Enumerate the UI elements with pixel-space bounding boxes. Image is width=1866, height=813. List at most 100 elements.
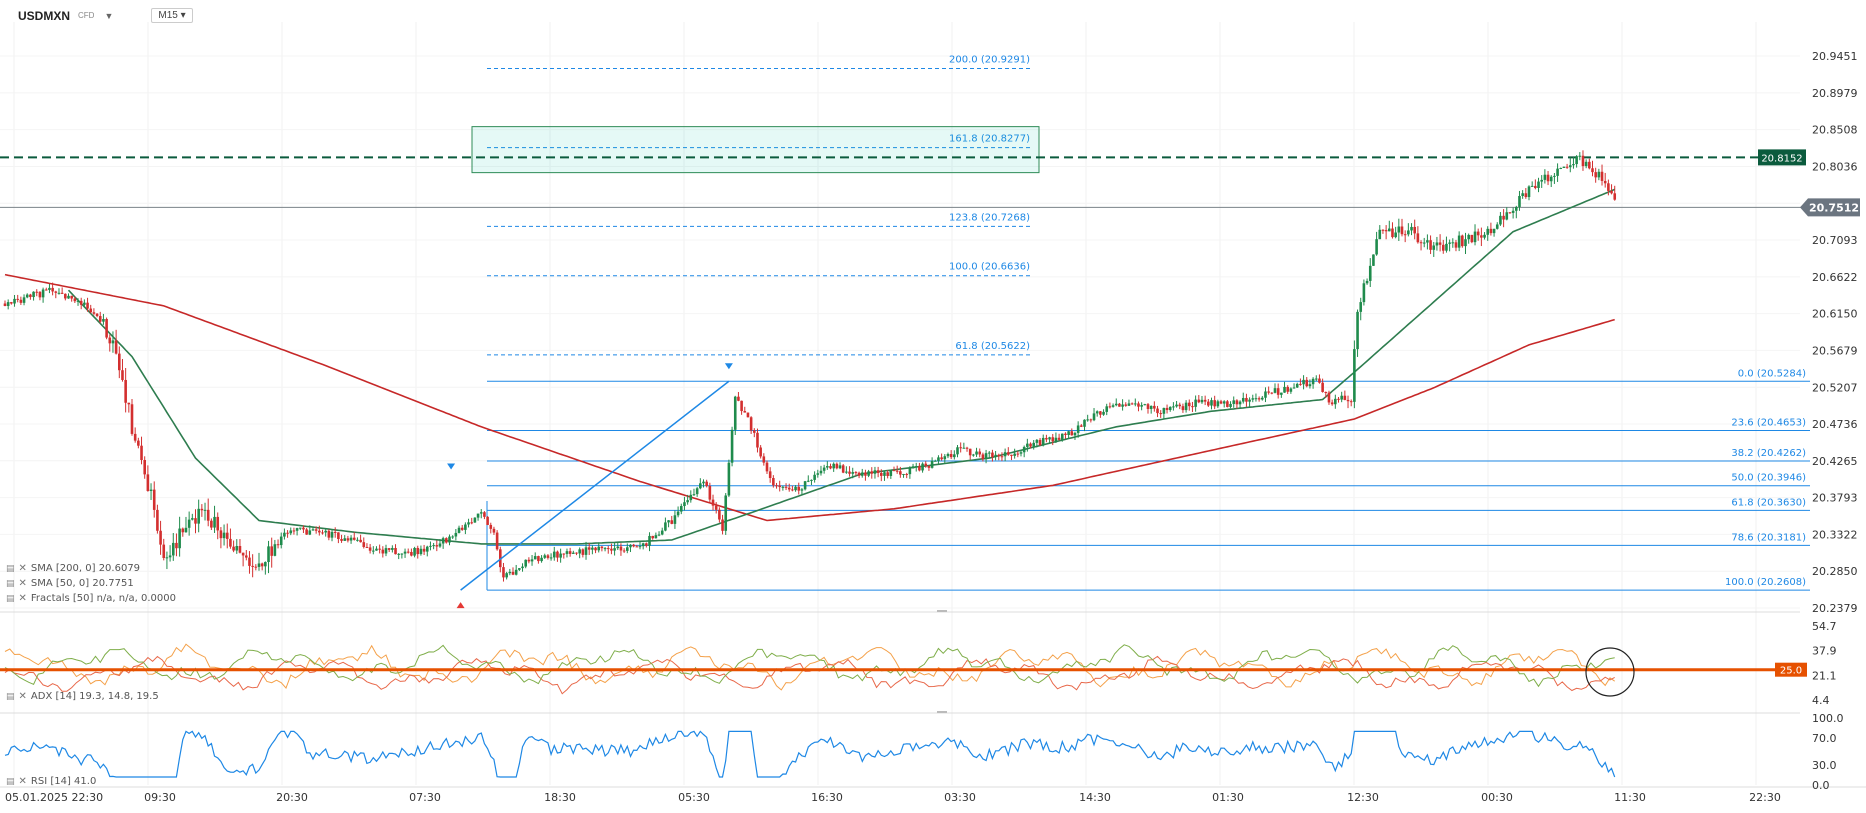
candle-body — [321, 532, 324, 534]
candle-body — [886, 472, 889, 476]
legend-sma50: ▤ ✕ SMA [50, 0] 20.7751 — [6, 578, 134, 589]
candle-body — [1518, 196, 1521, 207]
candle-body — [1378, 229, 1382, 240]
candle-body — [902, 474, 905, 476]
indicator-settings-icon[interactable]: ▤ — [6, 776, 15, 787]
candle-body — [146, 474, 150, 491]
candle-body — [908, 468, 912, 475]
candle-body — [673, 515, 677, 524]
candle-body — [22, 297, 26, 303]
candle-body — [1562, 166, 1566, 168]
candle-body — [1092, 413, 1096, 421]
candle-body — [1064, 433, 1067, 435]
candle-body — [489, 524, 493, 529]
candle-body — [1213, 400, 1216, 407]
candle-body — [1099, 411, 1102, 415]
candle-body — [1559, 167, 1563, 169]
candle-body — [464, 524, 467, 530]
fib-retracement-label: 100.0 (20.2608) — [1725, 577, 1806, 588]
candle-body — [1413, 226, 1416, 234]
candle-body — [787, 487, 791, 490]
timeframe-selector[interactable]: M15 ▾ — [151, 8, 193, 23]
candle-body — [873, 470, 877, 474]
candle-body — [476, 513, 480, 518]
candle-body — [1346, 399, 1350, 402]
candle-body — [467, 522, 470, 525]
candle-body — [1194, 399, 1197, 407]
candle-body — [318, 530, 321, 533]
candle-body — [622, 550, 626, 552]
candle-body — [1565, 166, 1569, 168]
candle-body — [6, 302, 10, 306]
price-tick-label: 20.7093 — [1812, 234, 1858, 247]
candle-body — [587, 547, 591, 550]
time-tick-label: 16:30 — [811, 791, 843, 804]
candle-body — [1162, 407, 1166, 414]
time-tick-label: 03:30 — [944, 791, 976, 804]
candle-body — [1245, 397, 1248, 402]
candle-body — [889, 469, 893, 476]
remove-indicator-close-icon[interactable]: ✕ — [18, 578, 27, 589]
candle-body — [381, 549, 385, 554]
candle-body — [314, 529, 318, 531]
candle-body — [1270, 392, 1274, 394]
candle-body — [149, 489, 153, 491]
symbol-name[interactable]: USDMXN — [18, 8, 71, 23]
time-tick-label: 00:30 — [1481, 791, 1513, 804]
candle-body — [1302, 379, 1305, 385]
remove-indicator-close-icon[interactable]: ✕ — [18, 691, 27, 702]
candle-body — [79, 300, 83, 305]
candles — [3, 150, 1617, 582]
candle-body — [1235, 400, 1239, 405]
candle-body — [13, 298, 16, 304]
candle-body — [575, 552, 578, 554]
candle-body — [543, 555, 547, 558]
candle-body — [1407, 230, 1410, 235]
candle-body — [175, 542, 178, 549]
fib-retracement-label: 0.0 (20.5284) — [1738, 368, 1806, 379]
candle-body — [635, 546, 639, 548]
indicator-settings-icon[interactable]: ▤ — [6, 593, 15, 604]
candle-body — [1422, 242, 1426, 244]
candle-body — [422, 548, 426, 552]
remove-indicator-close-icon[interactable]: ✕ — [18, 593, 27, 604]
candle-body — [1016, 453, 1020, 455]
candle-body — [838, 465, 842, 469]
price-tick-label: 20.9451 — [1812, 50, 1858, 63]
candle-body — [765, 462, 769, 472]
candle-body — [486, 516, 489, 525]
sma50-label: SMA [50, 0] 20.7751 — [30, 578, 134, 589]
candle-body — [1486, 228, 1490, 235]
candle-body — [1511, 210, 1515, 213]
indicator-settings-icon[interactable]: ▤ — [6, 578, 15, 589]
symbol-type: CFD — [78, 11, 95, 20]
candle-body — [222, 532, 226, 539]
candle-body — [679, 506, 683, 512]
candle-body — [346, 538, 350, 541]
candle-body — [1483, 234, 1486, 238]
remove-indicator-close-icon[interactable]: ✕ — [18, 563, 27, 574]
candle-body — [730, 429, 734, 463]
candle-body — [857, 472, 861, 476]
candle-body — [797, 486, 801, 491]
candle-body — [168, 555, 172, 558]
candle-body — [1010, 454, 1013, 456]
candle-body — [1226, 401, 1229, 407]
candle-body — [1165, 407, 1169, 411]
candle-body — [460, 527, 464, 530]
candle-body — [1534, 185, 1537, 189]
indicator-settings-icon[interactable]: ▤ — [6, 691, 15, 702]
candle-body — [1080, 425, 1083, 427]
candle-body — [1026, 443, 1029, 447]
candle-body — [54, 291, 58, 293]
remove-indicator-close-icon[interactable]: ✕ — [18, 776, 27, 787]
candle-body — [502, 567, 505, 578]
candle-body — [1130, 403, 1134, 405]
candle-body — [1111, 405, 1115, 407]
indicator-settings-icon[interactable]: ▤ — [6, 563, 15, 574]
candle-body — [1454, 242, 1458, 248]
candle-body — [1229, 403, 1232, 407]
candle-body — [918, 466, 921, 471]
symbol-dropdown-chevron-down-icon[interactable]: ▼ — [104, 10, 114, 21]
